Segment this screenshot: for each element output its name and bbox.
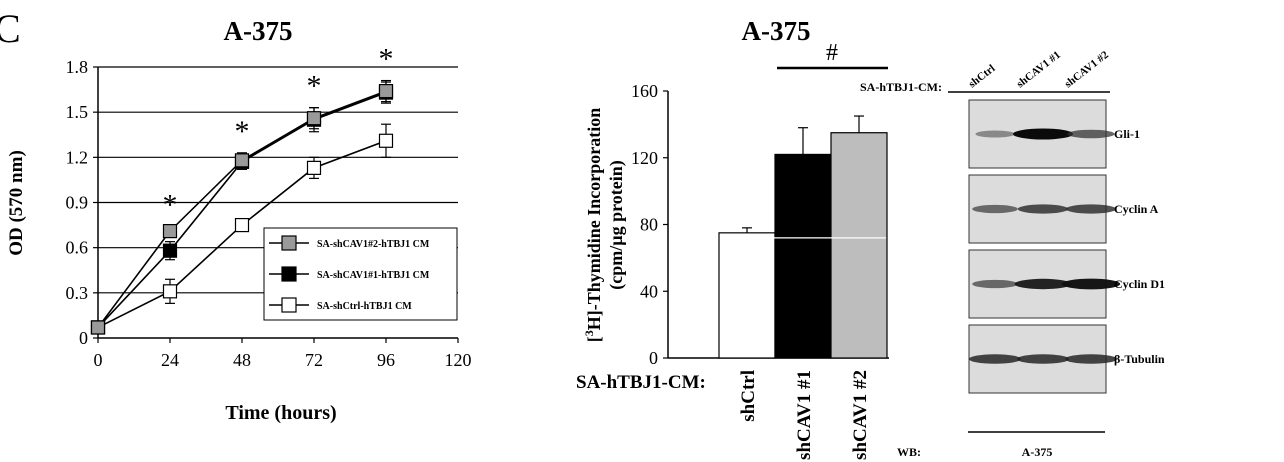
bar-chart-y-axis-label-line1: [3H]-Thymidine Incorporation [582, 108, 604, 343]
legend-label: SA-shCAV1#1-hTBJ1 CM [317, 270, 430, 281]
x-tick-label: 72 [305, 350, 323, 370]
wb-band [1065, 204, 1117, 214]
wb-band [969, 354, 1021, 364]
wb-band [972, 204, 1018, 214]
line-chart-series [90, 79, 394, 335]
data-point [378, 83, 394, 99]
wb-lane-label: shCtrl [966, 62, 997, 90]
y-tick-label: 1.8 [66, 57, 89, 77]
bar-chart-y-axis-label: [3H]-Thymidine Incorporation (cpm/µg pro… [582, 108, 627, 343]
wb-footer-value: A-375 [1022, 445, 1053, 459]
legend-marker [281, 266, 297, 282]
y-tick-label: 1.5 [66, 102, 89, 122]
line-chart-legend: SA-shCAV1#2-hTBJ1 CM SA-shCAV1#1-hTBJ1 CM… [263, 227, 458, 321]
wb-panel-2: Cyclin D1 [968, 249, 1165, 319]
bar-chart-bars [718, 115, 888, 359]
wb-band [1013, 128, 1073, 140]
wb-lane-label: shCAV1 #2 [1062, 49, 1111, 91]
y-tick-label: 1.2 [66, 147, 89, 167]
y-tick-label: 80 [640, 215, 658, 235]
wb-condition-label: SA-hTBJ1-CM: [860, 80, 942, 94]
y-tick-label: 0.3 [66, 283, 89, 303]
wb-band [1014, 278, 1072, 290]
line-chart-title: A-375 [224, 16, 293, 46]
wb-footer-label: WB: [897, 445, 921, 459]
wb-lane-labels: shCtrl shCAV1 #1 shCAV1 #2 [966, 49, 1111, 91]
significance-asterisk: * [235, 115, 250, 148]
wb-protein-label: Cyclin D1 [1114, 277, 1165, 291]
data-point [162, 243, 178, 258]
data-point [90, 320, 106, 335]
line-chart-x-axis-label: Time (hours) [225, 402, 336, 424]
category-label: shCAV1 #1 [794, 370, 815, 460]
bar-chart-x-group-label: SA-hTBJ1-CM: [576, 372, 706, 393]
line-chart: A-375 0 0.3 0.6 0.9 1.2 1.5 1.8 0 24 48 72 96 120 O… [6, 16, 472, 424]
legend-marker [281, 297, 297, 313]
legend-label: SA-shCAV1#2-hTBJ1 CM [317, 239, 430, 250]
x-tick-label: 96 [377, 350, 395, 370]
wb-lane-label: shCAV1 #1 [1014, 49, 1062, 91]
significance-asterisk: * [163, 189, 178, 222]
bar [830, 132, 888, 359]
wb-panel-1: Cyclin A [968, 174, 1159, 244]
x-tick-label: 0 [94, 350, 103, 370]
data-point [234, 217, 250, 233]
bar [718, 232, 776, 359]
data-point [306, 160, 322, 175]
wb-band [972, 279, 1018, 289]
western-blot: SA-hTBJ1-CM: shCtrl shCAV1 #1 shCAV1 #2 Gl… [860, 49, 1165, 459]
bar-chart-y-ticks: 0 40 80 120 160 [631, 81, 668, 368]
legend-marker [281, 235, 297, 251]
line-chart-annotations: * * * * [163, 43, 394, 222]
line-chart-y-ticks: 0 0.3 0.6 0.9 1.2 1.5 1.8 [66, 57, 98, 348]
bar-chart-category-labels: shCtrl shCAV1 #1 shCAV1 #2 [738, 370, 871, 460]
x-tick-label: 24 [161, 350, 179, 370]
wb-band [975, 130, 1015, 138]
wb-panel-0: Gli-1 [968, 99, 1140, 169]
wb-band [1065, 354, 1117, 364]
wb-protein-label: β-Tubulin [1114, 352, 1165, 366]
y-tick-label: 0 [649, 348, 658, 368]
data-point [162, 224, 178, 239]
y-tick-label: 0.6 [66, 238, 89, 258]
wb-band [1017, 354, 1069, 364]
wb-panel-3: β-Tubulin [968, 324, 1165, 394]
y-tick-label: 0 [79, 328, 88, 348]
category-label: shCAV1 #2 [850, 370, 871, 460]
wb-band [1067, 129, 1115, 139]
legend-label: SA-shCtrl-hTBJ1 CM [317, 301, 412, 312]
bar-chart-title: A-375 [742, 16, 811, 46]
y-tick-label: 120 [631, 148, 658, 168]
x-tick-label: 48 [233, 350, 251, 370]
x-tick-label: 120 [445, 350, 472, 370]
line-chart-x-ticks: 0 24 48 72 96 120 [94, 338, 472, 370]
series-0 [90, 79, 394, 335]
y-tick-label: 40 [640, 281, 658, 301]
wb-band [1061, 278, 1121, 290]
data-point [306, 111, 322, 126]
data-point [378, 133, 394, 148]
y-tick-label: 160 [631, 81, 658, 101]
significance-marker: # [826, 40, 838, 66]
significance-asterisk: * [379, 43, 394, 76]
panel-letter: C [0, 6, 21, 51]
line-chart-y-axis-label: OD (570 nm) [6, 150, 27, 256]
wb-protein-label: Cyclin A [1114, 202, 1159, 216]
category-label: shCtrl [738, 370, 759, 422]
significance-asterisk: * [307, 70, 322, 103]
bar-chart: A-375 [3H]-Thymidine Incorporation (cpm/… [576, 16, 889, 460]
wb-band [1017, 204, 1069, 214]
wb-protein-label: Gli-1 [1114, 127, 1140, 141]
data-point [234, 153, 250, 168]
bar-chart-y-axis-label-line2: (cpm/µg protein) [606, 160, 627, 290]
bar [774, 153, 832, 359]
data-point [162, 284, 178, 299]
y-tick-label: 0.9 [66, 193, 89, 213]
wb-panels: Gli-1 Cyclin A Cyclin D1 β-Tubulin [968, 99, 1165, 394]
